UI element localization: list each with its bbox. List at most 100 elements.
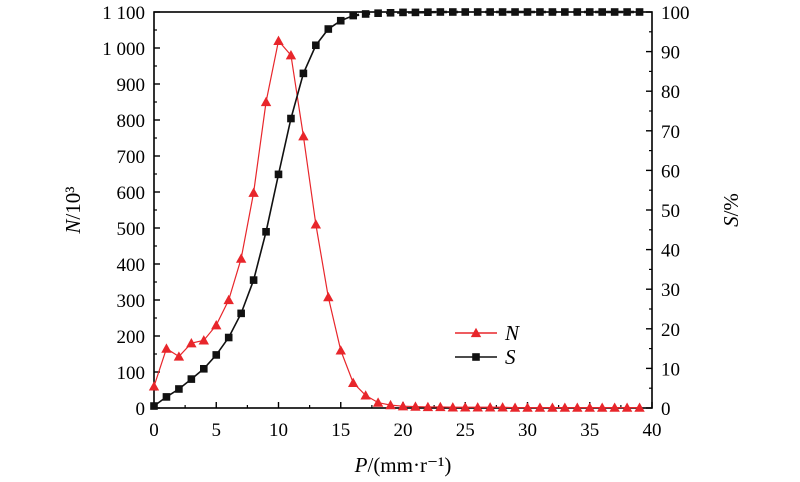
data-point	[621, 402, 633, 412]
data-point	[274, 170, 283, 179]
data-point	[461, 8, 470, 16]
y-tick-label: 100	[117, 363, 146, 384]
y-tick-label: 400	[117, 255, 146, 276]
legend-item-s: S	[455, 345, 516, 369]
data-point	[200, 364, 208, 373]
data-point	[399, 8, 407, 17]
x-tick-label: 10	[269, 420, 288, 441]
y-tick-label: 0	[136, 399, 146, 420]
x-tick-label: 35	[580, 420, 599, 441]
data-point	[374, 9, 382, 17]
series-line	[153, 14, 354, 407]
data-point	[211, 320, 222, 330]
y2-tick-label: 30	[661, 280, 680, 301]
data-point	[162, 393, 171, 401]
data-point	[559, 402, 571, 412]
data-point	[511, 8, 519, 16]
data-point	[573, 8, 582, 16]
data-point	[312, 41, 320, 50]
y-tick-label: 900	[117, 75, 146, 96]
data-point	[372, 397, 384, 407]
data-point	[486, 8, 494, 16]
data-point	[634, 402, 645, 412]
data-point	[223, 294, 234, 305]
data-point	[335, 345, 346, 355]
y-tick-label: 800	[117, 111, 146, 132]
plot-frame	[153, 11, 653, 409]
y2-tick-label: 90	[661, 43, 680, 64]
x-tick-label: 20	[394, 420, 413, 441]
data-point	[235, 253, 247, 263]
data-point	[585, 8, 594, 16]
series-n	[148, 35, 645, 412]
data-point	[386, 8, 395, 17]
data-point	[584, 402, 595, 412]
x-tick-label: 15	[331, 420, 350, 441]
data-point	[597, 402, 608, 412]
y-axis-right: 0 10 20 30 40 50 60 70 80 90 100	[646, 3, 690, 420]
y-tick-label: 500	[117, 219, 146, 240]
data-point	[497, 402, 508, 412]
y-axis-left: 0 100 200 300 400 500 600 700 800 900 1 000 1 100	[102, 3, 160, 420]
data-point	[472, 402, 483, 412]
data-point	[410, 401, 421, 411]
data-point	[249, 276, 258, 284]
data-point	[548, 8, 557, 16]
y2-tick-label: 60	[661, 161, 680, 182]
data-point	[523, 8, 532, 16]
data-point	[237, 309, 245, 318]
data-point	[547, 402, 558, 412]
data-point	[161, 343, 172, 353]
data-point	[598, 8, 606, 16]
data-point	[509, 402, 521, 412]
data-point	[262, 227, 270, 236]
data-point	[187, 375, 196, 383]
data-point	[285, 50, 297, 60]
data-point	[175, 385, 183, 393]
data-point	[348, 377, 359, 387]
x-axis-title: P/(mm·r⁻¹)	[354, 453, 452, 477]
x-tick-label: 5	[212, 420, 222, 441]
y-tick-label: 600	[117, 183, 146, 204]
data-point	[635, 8, 644, 16]
y2-axis-title: S/%	[719, 193, 743, 227]
data-point	[385, 399, 396, 410]
data-point	[173, 351, 185, 361]
y2-tick-label: 0	[661, 399, 671, 420]
x-tick-label: 30	[518, 420, 537, 441]
data-point	[186, 338, 197, 348]
data-point	[336, 16, 345, 25]
data-point	[460, 402, 471, 412]
legend: NS	[455, 321, 520, 369]
data-point	[148, 381, 160, 391]
x-tick-label: 40	[643, 420, 662, 441]
y-tick-label: 1 000	[102, 39, 145, 60]
legend-label: S	[505, 345, 516, 369]
y2-tick-label: 20	[661, 320, 680, 341]
data-point	[522, 402, 533, 412]
y-tick-label: 200	[117, 327, 146, 348]
y2-tick-label: 40	[661, 241, 680, 262]
y-tick-label: 300	[117, 291, 146, 312]
y2-tick-label: 10	[661, 359, 680, 380]
data-point	[273, 35, 284, 45]
data-point	[248, 187, 259, 197]
data-point	[424, 8, 432, 16]
data-point	[298, 131, 309, 141]
data-point	[323, 291, 334, 302]
data-point	[534, 402, 546, 412]
x-tick-label: 25	[456, 420, 475, 441]
legend-item-n: N	[455, 321, 520, 345]
x-tick-label: 0	[149, 420, 159, 441]
data-point	[435, 401, 446, 412]
data-point	[224, 333, 233, 342]
data-point	[260, 96, 272, 107]
data-point	[561, 8, 569, 16]
data-point	[609, 402, 620, 412]
data-point	[572, 402, 583, 412]
data-point	[610, 8, 619, 16]
data-point	[397, 401, 409, 411]
data-point	[349, 11, 357, 20]
series-layer	[148, 8, 645, 412]
